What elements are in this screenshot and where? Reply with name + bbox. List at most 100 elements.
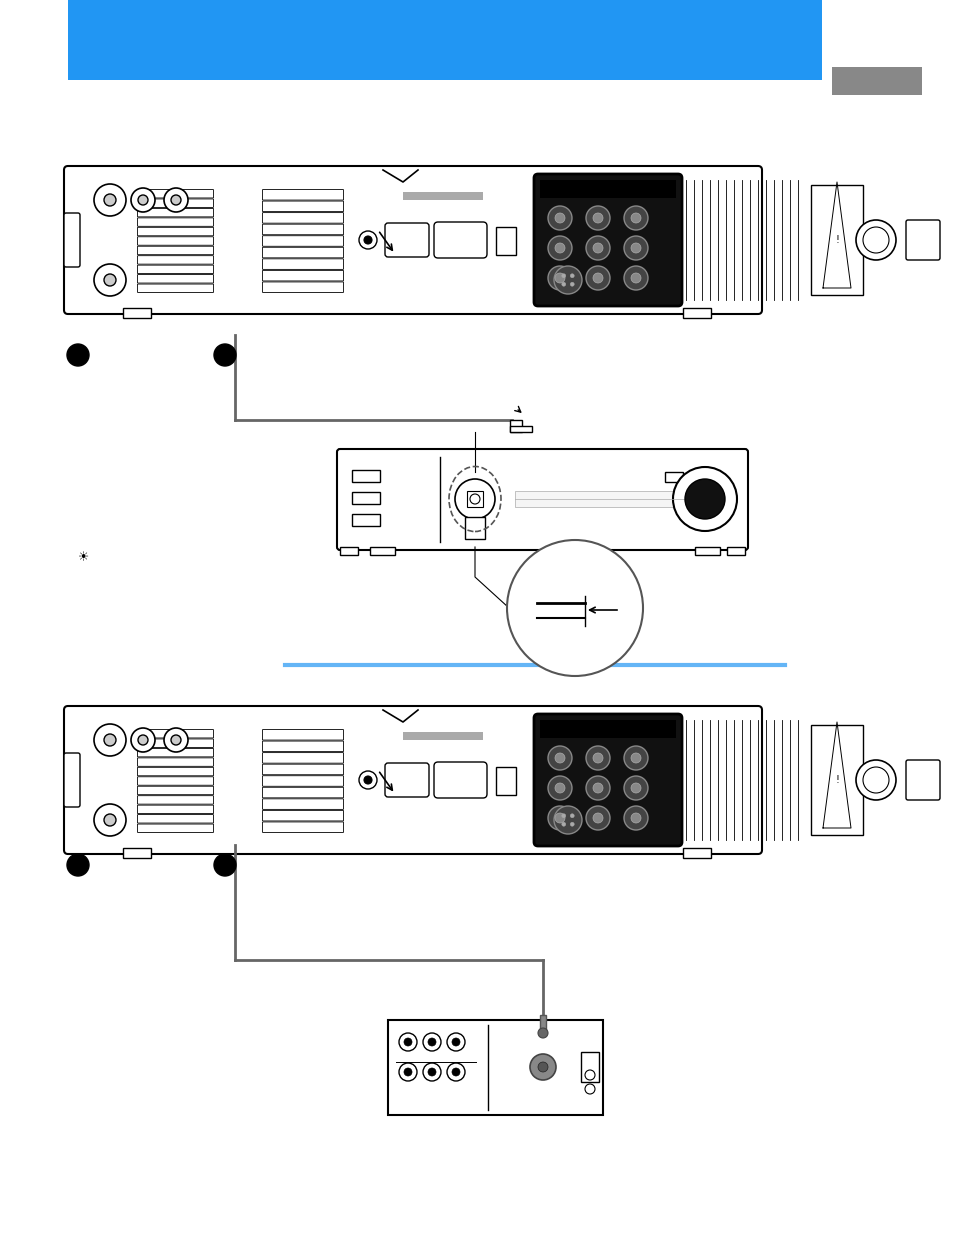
Circle shape: [358, 771, 376, 789]
Circle shape: [164, 188, 188, 212]
FancyBboxPatch shape: [137, 189, 213, 198]
Circle shape: [561, 814, 565, 818]
Circle shape: [570, 274, 574, 278]
FancyBboxPatch shape: [137, 767, 213, 776]
Circle shape: [138, 195, 148, 205]
FancyBboxPatch shape: [137, 274, 213, 283]
Circle shape: [364, 236, 372, 245]
FancyBboxPatch shape: [137, 748, 213, 757]
FancyBboxPatch shape: [137, 284, 213, 293]
Circle shape: [364, 776, 372, 784]
Bar: [810, 185, 862, 295]
Circle shape: [570, 283, 574, 287]
Circle shape: [862, 767, 888, 793]
Circle shape: [623, 806, 647, 830]
Circle shape: [131, 727, 154, 752]
Circle shape: [593, 813, 602, 823]
FancyBboxPatch shape: [137, 805, 213, 814]
Circle shape: [855, 760, 895, 800]
Text: ☀: ☀: [78, 552, 90, 564]
FancyBboxPatch shape: [137, 730, 213, 739]
FancyBboxPatch shape: [64, 165, 761, 314]
Circle shape: [164, 727, 188, 752]
Circle shape: [623, 746, 647, 769]
Circle shape: [630, 212, 640, 224]
Circle shape: [547, 806, 572, 830]
FancyBboxPatch shape: [385, 763, 429, 797]
Circle shape: [428, 1068, 436, 1076]
Circle shape: [547, 266, 572, 290]
FancyBboxPatch shape: [137, 227, 213, 236]
Circle shape: [530, 1053, 556, 1079]
Circle shape: [547, 776, 572, 800]
Circle shape: [104, 194, 116, 206]
Bar: [496, 767, 516, 795]
Circle shape: [104, 274, 116, 287]
Circle shape: [672, 467, 737, 531]
Circle shape: [547, 746, 572, 769]
FancyBboxPatch shape: [262, 259, 343, 269]
Circle shape: [547, 206, 572, 230]
Circle shape: [104, 734, 116, 746]
Circle shape: [593, 753, 602, 763]
FancyBboxPatch shape: [262, 270, 343, 280]
Circle shape: [570, 814, 574, 818]
Circle shape: [452, 1037, 459, 1046]
Circle shape: [555, 783, 564, 793]
Circle shape: [398, 1063, 416, 1081]
FancyBboxPatch shape: [64, 753, 80, 806]
Bar: [496, 227, 516, 254]
Circle shape: [94, 264, 126, 296]
Bar: [464, 517, 484, 538]
Circle shape: [593, 243, 602, 253]
Circle shape: [94, 184, 126, 216]
Circle shape: [452, 1068, 459, 1076]
Bar: [339, 547, 357, 555]
FancyBboxPatch shape: [137, 256, 213, 264]
Bar: [123, 848, 151, 858]
Text: !: !: [834, 776, 838, 785]
FancyBboxPatch shape: [434, 762, 486, 798]
Circle shape: [555, 243, 564, 253]
Circle shape: [131, 188, 154, 212]
Bar: [539, 180, 676, 198]
Circle shape: [422, 1063, 440, 1081]
Circle shape: [403, 1037, 412, 1046]
FancyBboxPatch shape: [905, 220, 939, 261]
Circle shape: [104, 814, 116, 826]
Circle shape: [213, 345, 235, 366]
FancyBboxPatch shape: [64, 212, 80, 267]
Circle shape: [555, 273, 564, 283]
FancyBboxPatch shape: [137, 815, 213, 823]
FancyBboxPatch shape: [262, 247, 343, 258]
Bar: [123, 308, 151, 317]
Circle shape: [470, 494, 479, 504]
FancyBboxPatch shape: [262, 730, 343, 740]
Circle shape: [584, 1084, 595, 1094]
FancyBboxPatch shape: [262, 225, 343, 235]
Circle shape: [537, 1062, 547, 1072]
Circle shape: [561, 283, 565, 287]
Bar: [467, 492, 482, 508]
Circle shape: [570, 823, 574, 826]
Circle shape: [630, 783, 640, 793]
Circle shape: [585, 206, 609, 230]
Circle shape: [585, 806, 609, 830]
FancyBboxPatch shape: [262, 810, 343, 821]
Circle shape: [561, 823, 565, 826]
FancyBboxPatch shape: [385, 224, 429, 257]
Bar: [539, 1015, 545, 1030]
FancyBboxPatch shape: [534, 714, 681, 846]
FancyBboxPatch shape: [262, 189, 343, 200]
Circle shape: [623, 236, 647, 261]
Bar: [726, 547, 744, 555]
Circle shape: [171, 195, 181, 205]
FancyBboxPatch shape: [137, 246, 213, 254]
FancyBboxPatch shape: [262, 282, 343, 293]
FancyBboxPatch shape: [262, 823, 343, 832]
Circle shape: [213, 853, 235, 876]
FancyBboxPatch shape: [137, 266, 213, 274]
Circle shape: [855, 220, 895, 261]
FancyBboxPatch shape: [137, 199, 213, 207]
Circle shape: [547, 236, 572, 261]
